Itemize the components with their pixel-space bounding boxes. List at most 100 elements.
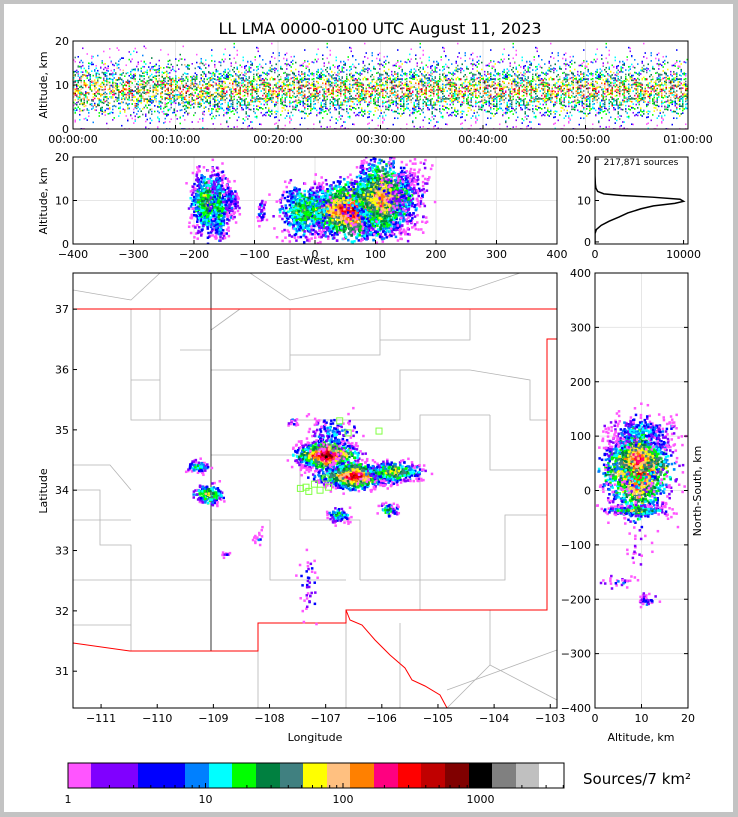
density-cell [178, 93, 180, 96]
density-cell [106, 80, 108, 83]
density-cell [313, 87, 315, 89]
density-cell [431, 112, 433, 115]
density-cell [76, 71, 78, 74]
density-cell [122, 57, 124, 59]
density-cell [206, 87, 208, 90]
density-cell [223, 88, 225, 90]
density-cell [356, 72, 358, 75]
density-cell [349, 74, 351, 76]
density-cell [355, 66, 357, 69]
density-cell [407, 84, 409, 86]
density-cell [355, 83, 357, 86]
density-cell [281, 68, 283, 70]
density-cell [269, 87, 271, 89]
density-cell [238, 92, 240, 95]
density-cell [232, 75, 234, 77]
density-cell [230, 62, 232, 64]
density-cell [85, 82, 87, 85]
density-cell [290, 118, 292, 121]
density-cell [427, 98, 429, 100]
density-cell [461, 127, 463, 129]
density-cell [98, 88, 100, 91]
density-cell [131, 117, 133, 120]
density-cell [305, 85, 307, 88]
density-cell [116, 97, 118, 100]
density-cell [259, 79, 261, 81]
density-cell [182, 80, 184, 82]
density-cell [107, 101, 109, 104]
density-cell [170, 103, 172, 106]
density-cell [301, 89, 303, 91]
density-cell [355, 98, 357, 100]
density-cell [112, 73, 114, 75]
density-cell [271, 76, 273, 79]
density-cell [433, 101, 435, 103]
density-cell [382, 92, 384, 94]
density-cell [176, 81, 178, 84]
density-cell [169, 100, 171, 103]
density-cell [167, 92, 169, 95]
density-cell [200, 60, 202, 63]
density-cell [428, 79, 430, 81]
density-cell [451, 73, 453, 75]
density-cell [335, 122, 337, 124]
density-cell [205, 67, 207, 69]
density-cell [208, 108, 210, 110]
density-cell [290, 102, 292, 104]
density-cell [161, 96, 163, 99]
density-cell [367, 92, 369, 95]
density-cell [149, 62, 151, 64]
density-cell [463, 82, 465, 84]
density-cell [400, 66, 402, 68]
density-cell [206, 86, 208, 89]
density-cell [442, 80, 444, 82]
density-cell [239, 98, 241, 100]
density-cell [244, 94, 246, 97]
density-cell [461, 82, 463, 85]
density-cell [274, 69, 276, 72]
density-cell [299, 78, 301, 81]
density-cell [272, 93, 274, 96]
density-cell [358, 100, 360, 103]
density-cell [266, 78, 268, 81]
density-cell [389, 102, 391, 104]
density-cell [449, 85, 451, 87]
density-cell [368, 116, 370, 118]
density-cell [184, 119, 186, 121]
density-cell [397, 117, 399, 120]
density-cell [106, 77, 108, 80]
density-cell [428, 74, 430, 76]
density-cell [407, 87, 409, 90]
density-cell [362, 93, 364, 96]
density-cell [163, 79, 165, 82]
density-cell [382, 117, 384, 119]
density-cell [247, 71, 249, 73]
density-cell [236, 49, 238, 52]
density-cell [362, 88, 364, 91]
density-cell [86, 53, 88, 55]
density-cell [218, 92, 220, 95]
density-cell [128, 84, 130, 86]
density-cell [410, 75, 412, 77]
density-cell [262, 87, 264, 90]
density-cell [344, 62, 346, 64]
density-cell [455, 84, 457, 86]
density-cell [413, 106, 415, 108]
density-cell [422, 86, 424, 88]
density-cell [358, 95, 360, 98]
density-cell [116, 63, 118, 66]
density-cell [181, 78, 183, 80]
density-cell [290, 89, 292, 92]
density-cell [181, 102, 183, 104]
density-cell [178, 86, 180, 88]
density-cell [322, 95, 324, 97]
density-cell [182, 96, 184, 99]
density-cell [193, 75, 195, 78]
density-cell [211, 79, 213, 81]
density-cell [145, 47, 147, 50]
density-cell [154, 86, 156, 89]
density-cell [98, 104, 100, 107]
density-cell [395, 77, 397, 79]
density-cell [313, 83, 315, 85]
